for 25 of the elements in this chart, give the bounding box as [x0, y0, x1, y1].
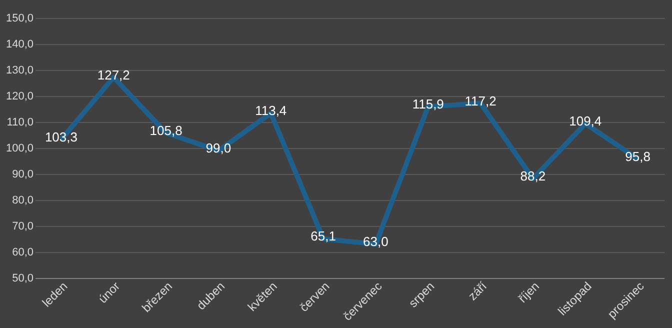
y-tick-label: 120,0 [6, 90, 34, 102]
data-label: 99,0 [206, 140, 232, 156]
x-tick-label: září [465, 278, 490, 304]
data-label: 117,2 [464, 93, 496, 108]
y-tick-label: 130,0 [6, 64, 34, 76]
data-label: 105,8 [150, 122, 182, 138]
data-label: 113,4 [255, 103, 287, 118]
x-tick-label: říjen [516, 279, 542, 306]
data-label: 127,2 [97, 67, 130, 82]
y-tick-label: 100,0 [6, 142, 34, 154]
data-label: 88,2 [520, 168, 546, 184]
y-tick-label: 110,0 [6, 116, 34, 128]
y-tick-label: 140,0 [6, 38, 34, 50]
y-tick-label: 50,0 [12, 272, 34, 284]
data-label: 103,3 [44, 129, 78, 144]
data-label: 109,4 [569, 114, 602, 129]
y-tick-label: 80,0 [12, 194, 34, 206]
data-label: 65,1 [310, 228, 336, 244]
y-tick-label: 70,0 [12, 220, 34, 232]
y-tick-label: 90,0 [12, 168, 34, 180]
y-tick-label: 60,0 [12, 246, 34, 258]
data-label: 63,0 [363, 234, 388, 250]
y-tick-label: 150,0 [6, 12, 34, 24]
data-label: 115,9 [412, 96, 444, 112]
data-label: 95,8 [625, 148, 650, 164]
